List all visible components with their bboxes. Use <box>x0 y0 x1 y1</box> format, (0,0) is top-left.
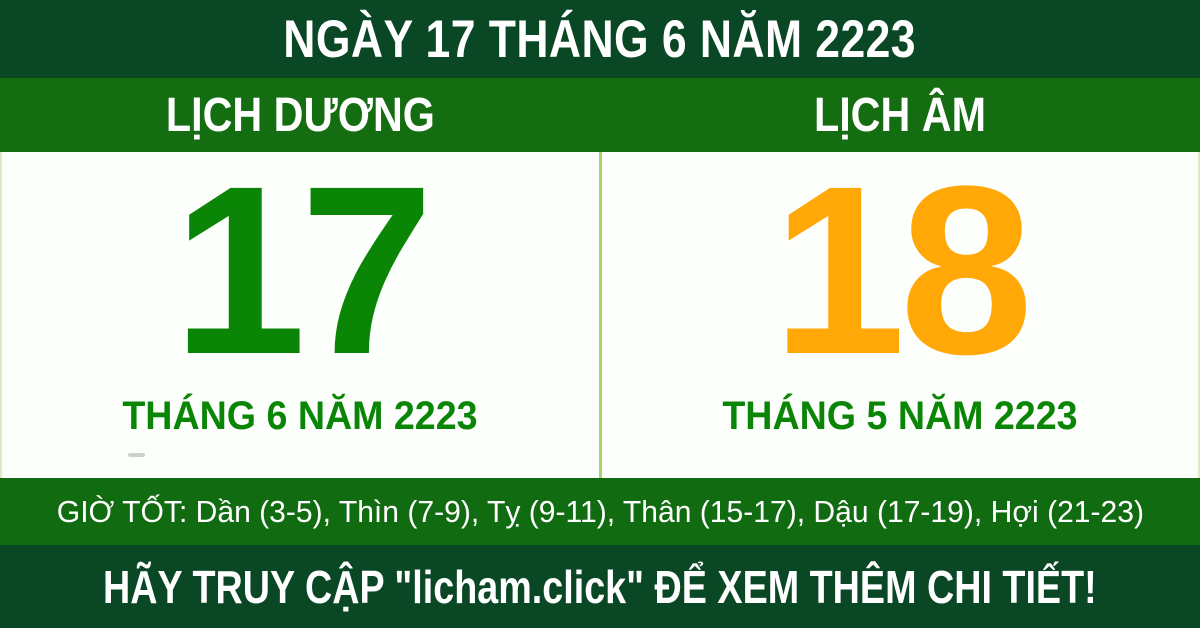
calendar-type-header-row: LỊCH DƯƠNG LỊCH ÂM <box>0 78 1200 152</box>
good-hours-bar: GIỜ TỐT: Dần (3-5), Thìn (7-9), Tỵ (9-11… <box>0 478 1200 545</box>
solar-panel: 17 THÁNG 6 NĂM 2223 <box>2 150 599 478</box>
panel-divider <box>598 152 602 478</box>
banner-title: NGÀY 17 THÁNG 6 NĂM 2223 <box>283 9 917 69</box>
good-hours-text: GIỜ TỐT: Dần (3-5), Thìn (7-9), Tỵ (9-11… <box>56 493 1144 529</box>
date-banner: NGÀY 17 THÁNG 6 NĂM 2223 <box>0 0 1200 78</box>
solar-calendar-label: LỊCH DƯƠNG <box>165 88 435 142</box>
page-curl-artifact <box>128 453 145 457</box>
lunar-panel: 18 THÁNG 5 NĂM 2223 <box>602 150 1199 478</box>
lunar-calendar-header: LỊCH ÂM <box>600 78 1200 152</box>
calendar-panels: 17 THÁNG 6 NĂM 2223 18 THÁNG 5 NĂM 2223 <box>0 150 1200 478</box>
solar-month-year: THÁNG 6 NĂM 2223 <box>122 394 478 438</box>
footer-bar: HÃY TRUY CẬP "licham.click" ĐỂ XEM THÊM … <box>0 545 1200 628</box>
solar-calendar-header: LỊCH DƯƠNG <box>0 78 600 152</box>
lunar-day-number: 18 <box>772 136 1033 404</box>
footer-cta-text: HÃY TRUY CẬP "licham.click" ĐỂ XEM THÊM … <box>103 560 1097 613</box>
solar-day-number: 17 <box>172 136 434 404</box>
lunar-calendar-label: LỊCH ÂM <box>814 88 986 142</box>
lunar-month-year: THÁNG 5 NĂM 2223 <box>722 394 1078 438</box>
